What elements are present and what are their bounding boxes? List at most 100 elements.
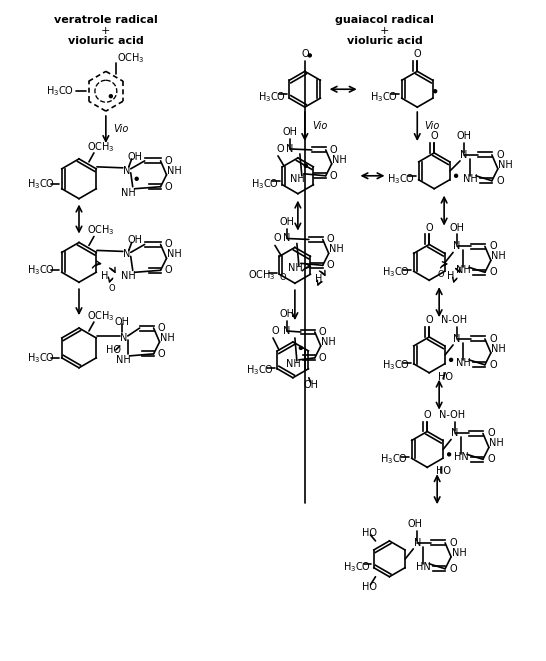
Text: O: O — [280, 273, 286, 282]
Text: NH: NH — [333, 155, 347, 165]
Text: OH: OH — [449, 223, 465, 233]
Text: HN: HN — [454, 452, 468, 462]
Text: H$_3$CO: H$_3$CO — [27, 351, 55, 365]
Text: HO: HO — [362, 528, 377, 538]
Text: N: N — [123, 166, 130, 176]
Text: OH: OH — [280, 309, 294, 319]
Circle shape — [135, 177, 138, 180]
Circle shape — [434, 90, 437, 93]
Text: HO: HO — [436, 466, 450, 477]
Text: H$_3$CO: H$_3$CO — [258, 91, 286, 104]
Text: OCH$_3$: OCH$_3$ — [87, 309, 115, 323]
Text: OH: OH — [456, 131, 472, 141]
Text: O: O — [438, 270, 444, 279]
Text: O: O — [425, 223, 433, 233]
Text: NH: NH — [121, 188, 136, 198]
Text: O: O — [487, 454, 495, 464]
Text: NH: NH — [329, 245, 344, 254]
Text: O: O — [319, 327, 327, 337]
Text: O: O — [109, 284, 115, 293]
Text: O: O — [330, 145, 337, 155]
Text: OH: OH — [114, 317, 129, 327]
Text: O: O — [423, 410, 431, 420]
Text: violuric acid: violuric acid — [347, 36, 422, 46]
Text: O: O — [449, 564, 457, 574]
Text: Vio: Vio — [312, 121, 328, 131]
Text: Vio: Vio — [424, 121, 440, 131]
Text: NH: NH — [286, 359, 300, 369]
Text: H$_3$CO: H$_3$CO — [251, 177, 279, 190]
Text: OCH$_3$: OCH$_3$ — [248, 268, 276, 282]
Text: N: N — [460, 150, 468, 160]
Text: O: O — [489, 267, 497, 278]
Text: O: O — [496, 176, 503, 186]
Text: N: N — [452, 428, 459, 438]
Text: N: N — [283, 233, 290, 243]
Text: O: O — [430, 131, 438, 141]
Text: OH: OH — [127, 235, 142, 245]
Text: NH: NH — [322, 337, 336, 347]
Circle shape — [308, 54, 311, 57]
Text: N: N — [453, 241, 461, 251]
Text: NH: NH — [116, 355, 131, 365]
Text: OH: OH — [127, 152, 142, 162]
Text: N: N — [453, 334, 461, 344]
Text: H: H — [315, 274, 323, 284]
Text: veratrole radical: veratrole radical — [54, 15, 158, 24]
Text: OH: OH — [282, 127, 298, 137]
Text: N: N — [123, 249, 130, 259]
Text: O: O — [273, 233, 281, 243]
Circle shape — [304, 165, 307, 167]
Circle shape — [455, 175, 458, 177]
Text: NH: NH — [456, 358, 471, 368]
Text: NH: NH — [167, 249, 182, 259]
Text: H: H — [447, 271, 455, 282]
Text: NH: NH — [288, 263, 302, 273]
Text: violuric acid: violuric acid — [68, 36, 144, 46]
Text: H$_3$CO: H$_3$CO — [27, 263, 55, 277]
Text: OH: OH — [304, 379, 318, 390]
Text: H$_3$CO: H$_3$CO — [246, 363, 274, 377]
Text: H$_3$CO: H$_3$CO — [27, 177, 55, 190]
Text: HN: HN — [416, 562, 431, 572]
Text: O: O — [301, 50, 308, 59]
Text: +: + — [379, 26, 389, 36]
Text: OH: OH — [280, 217, 294, 227]
Text: O: O — [271, 326, 279, 336]
Text: N-OH: N-OH — [441, 315, 467, 325]
Text: O: O — [330, 171, 337, 181]
Text: O: O — [158, 349, 165, 359]
Text: NH: NH — [290, 174, 305, 184]
Text: O: O — [496, 150, 503, 160]
Circle shape — [448, 453, 450, 456]
Text: O: O — [327, 260, 335, 270]
Text: OH: OH — [408, 519, 423, 529]
Text: OCH$_3$: OCH$_3$ — [87, 223, 115, 237]
Text: O: O — [449, 538, 457, 548]
Text: guaiacol radical: guaiacol radical — [335, 15, 434, 24]
Text: N: N — [413, 538, 421, 548]
Text: NH: NH — [462, 174, 477, 184]
Text: O: O — [158, 323, 165, 333]
Text: H$_3$CO: H$_3$CO — [382, 266, 411, 279]
Text: NH: NH — [121, 271, 136, 282]
Circle shape — [109, 95, 112, 98]
Text: NH: NH — [489, 438, 504, 448]
Text: N-OH: N-OH — [439, 410, 465, 420]
Text: O: O — [489, 334, 497, 344]
Text: NH: NH — [167, 166, 182, 176]
Text: HO: HO — [362, 582, 377, 592]
Text: H$_3$CO: H$_3$CO — [342, 560, 371, 574]
Text: NH: NH — [498, 160, 513, 170]
Circle shape — [299, 346, 302, 350]
Text: H: H — [101, 271, 109, 282]
Circle shape — [449, 358, 453, 362]
Text: N: N — [286, 144, 294, 154]
Text: HO: HO — [438, 371, 453, 382]
Text: NH: NH — [491, 251, 506, 261]
Text: O: O — [319, 353, 327, 363]
Text: O: O — [165, 156, 173, 166]
Text: H$_3$CO: H$_3$CO — [381, 452, 408, 466]
Text: N: N — [283, 326, 290, 336]
Text: H$_3$CO: H$_3$CO — [370, 91, 399, 104]
